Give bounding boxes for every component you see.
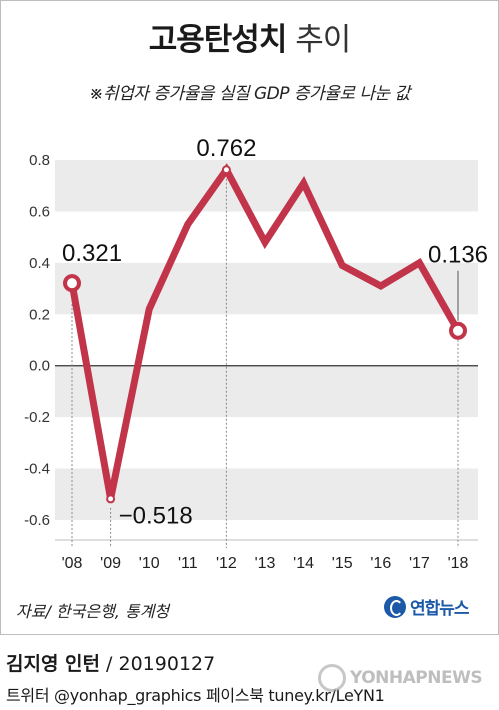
page-title: 고용탄성치 추이 bbox=[0, 22, 499, 58]
y-tick-label: 0.4 bbox=[29, 255, 50, 272]
data-label: 0.136 bbox=[428, 242, 488, 269]
x-tick-label: '09 bbox=[100, 555, 121, 572]
data-label: 0.321 bbox=[62, 240, 122, 267]
source-note: 자료/ 한국은행, 통계청 bbox=[16, 602, 170, 621]
line-chart: 0.8 0.6 0.4 0.2 0.0 -0.2 -0.4 -0.6 '08 '09 '10 '11 '… bbox=[24, 135, 488, 572]
grid-band bbox=[55, 262, 478, 315]
credit-line: 김지영 인턴 / 20190127 bbox=[6, 649, 215, 676]
watermark: YONHAPNEWS bbox=[318, 664, 483, 692]
grid-band bbox=[55, 365, 478, 418]
x-tick-label: '08 bbox=[62, 555, 83, 572]
yonhap-logo-icon bbox=[384, 595, 406, 618]
y-tick-label: -0.4 bbox=[24, 461, 50, 478]
data-point-marker bbox=[221, 165, 231, 175]
author-name: 김지영 인턴 bbox=[6, 653, 101, 675]
data-label: 0.762 bbox=[196, 135, 256, 162]
brand-text: 연합뉴스 bbox=[410, 599, 470, 619]
y-tick-label: 0.0 bbox=[29, 358, 50, 375]
y-tick-label: -0.6 bbox=[24, 512, 50, 529]
x-tick-label: '10 bbox=[139, 555, 160, 572]
x-tick-label: '16 bbox=[370, 555, 391, 572]
x-tick-label: '13 bbox=[255, 555, 276, 572]
x-tick-label: '14 bbox=[293, 555, 314, 572]
publish-date: / 20190127 bbox=[100, 653, 216, 675]
series-line bbox=[68, 163, 462, 500]
data-point-marker bbox=[106, 494, 116, 504]
data-point-marker bbox=[63, 274, 81, 293]
title-strong: 고용탄성치 bbox=[148, 22, 288, 58]
x-tick-label: '12 bbox=[216, 555, 237, 572]
x-tick-label: '17 bbox=[409, 555, 430, 572]
chart-subtitle: ※취업자 증가율을 실질 GDP 증가율로 나눈 값 bbox=[89, 84, 410, 104]
social-links: 트위터 @yonhap_graphics 페이스북 tuney.kr/LeYN1 bbox=[6, 686, 385, 705]
data-point-marker bbox=[449, 321, 467, 340]
watermark-text: YONHAPNEWS bbox=[350, 668, 483, 688]
grid-band bbox=[55, 160, 478, 212]
y-tick-label: -0.2 bbox=[24, 409, 50, 426]
brand-logo: 연합뉴스 bbox=[384, 594, 470, 619]
y-tick-label: 0.2 bbox=[29, 306, 50, 323]
watermark-icon bbox=[318, 664, 346, 692]
x-tick-label: '15 bbox=[332, 555, 353, 572]
title-light: 추이 bbox=[295, 22, 351, 58]
grid-band bbox=[55, 520, 478, 538]
x-tick-label: '11 bbox=[178, 555, 198, 572]
x-tick-label: '18 bbox=[448, 555, 469, 572]
data-label: −0.518 bbox=[119, 503, 193, 530]
y-tick-label: 0.8 bbox=[29, 152, 50, 169]
grid-band bbox=[55, 468, 478, 520]
y-tick-label: 0.6 bbox=[29, 203, 50, 220]
